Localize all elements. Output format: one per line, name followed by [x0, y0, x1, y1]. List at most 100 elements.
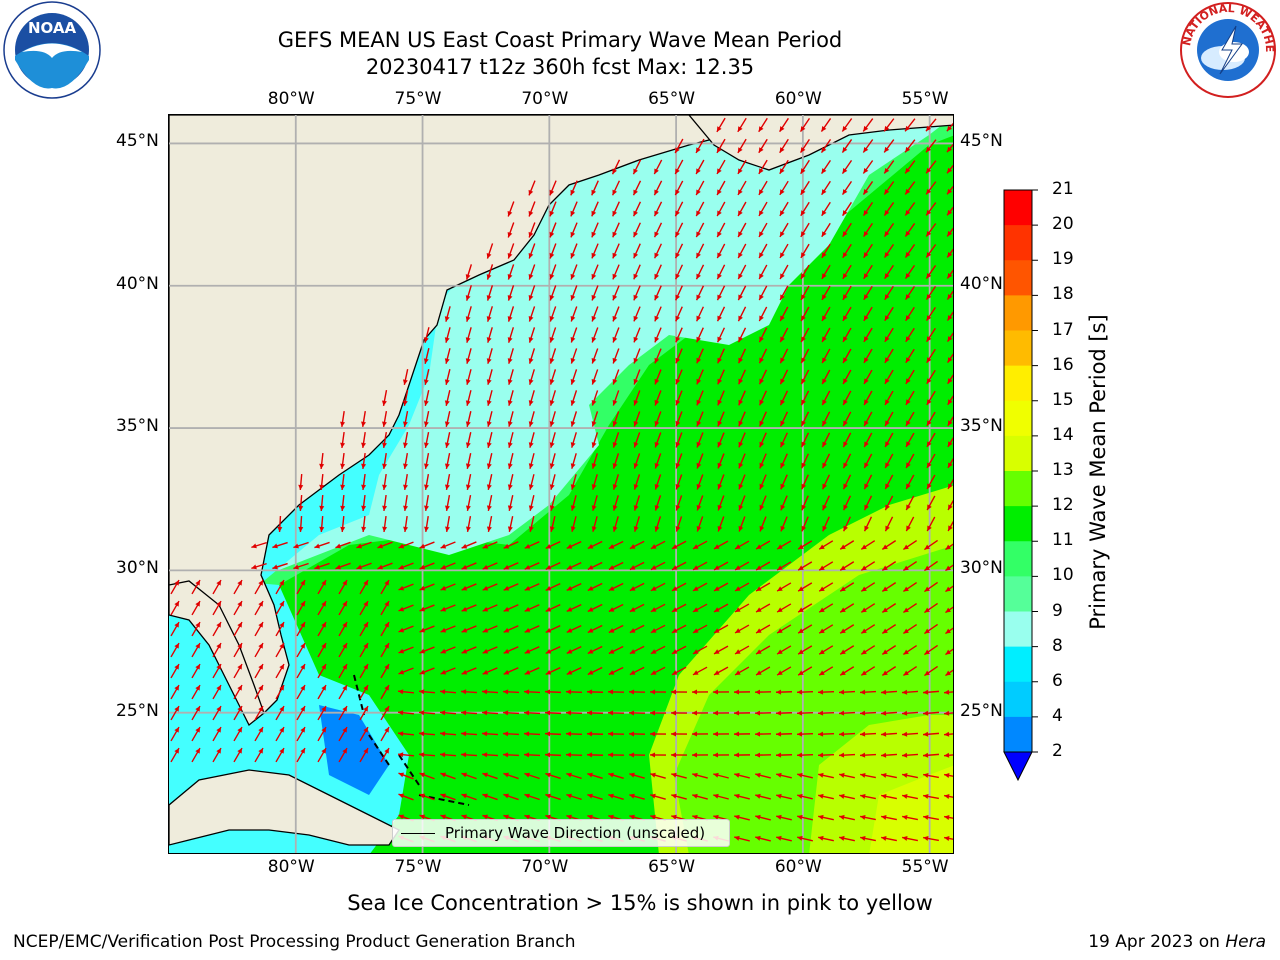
wave-arrow [860, 582, 876, 592]
wave-arrow [713, 793, 729, 800]
wave-arrow [628, 731, 646, 737]
wave-arrow [591, 201, 599, 217]
wave-arrow [818, 624, 834, 634]
wave-arrow [946, 332, 953, 343]
wave-arrow [776, 645, 792, 655]
wave-arrow [943, 752, 953, 758]
wave-arrow [780, 474, 788, 490]
wave-arrow [821, 306, 831, 322]
wave-arrow [587, 561, 603, 571]
wave-arrow [272, 562, 288, 570]
wave-arrow [502, 731, 520, 737]
wave-arrow [922, 710, 940, 716]
wave-arrow [275, 726, 285, 742]
wave-arrow [507, 348, 514, 364]
wave-arrow [419, 793, 435, 801]
wave-arrow [863, 411, 873, 427]
wave-arrow [482, 625, 498, 633]
wave-arrow [380, 747, 390, 763]
wave-arrow [465, 432, 472, 448]
wave-direction-arrows [170, 117, 953, 843]
wave-arrow [607, 689, 625, 695]
wave-arrow [486, 264, 494, 280]
colorbar-tick-label: 21 [1052, 179, 1074, 199]
wave-arrow [377, 541, 393, 549]
wave-arrow [444, 432, 451, 448]
wave-arrow [170, 705, 180, 721]
wave-arrow [524, 793, 540, 801]
wave-arrow [654, 453, 662, 469]
wave-arrow [317, 600, 327, 616]
map-svg [169, 115, 953, 853]
map-panel[interactable] [168, 114, 954, 854]
wave-arrow [841, 118, 853, 132]
wave-arrow [712, 710, 730, 716]
wave-arrow [524, 562, 540, 570]
wave-arrow [528, 369, 535, 385]
wave-arrow [465, 369, 472, 385]
legend-line-swatch [401, 832, 435, 834]
colorbar-tick-label: 14 [1052, 424, 1074, 445]
wave-arrow [691, 710, 709, 716]
wave-arrow [671, 582, 687, 592]
wave-arrow [481, 689, 499, 695]
wave-arrow [591, 264, 599, 280]
wave-arrow [943, 731, 953, 737]
wave-arrow [838, 710, 856, 716]
wave-arrow [674, 180, 684, 196]
colorbar-tick-label: 9 [1052, 600, 1063, 621]
wave-arrow [632, 201, 642, 217]
colorbar-tick-label: 6 [1052, 670, 1063, 691]
wave-arrow [544, 731, 562, 737]
wave-arrow [776, 561, 792, 571]
wave-arrow [923, 835, 939, 842]
wave-arrow [675, 306, 683, 322]
wave-arrow [820, 118, 832, 132]
wave-arrow [502, 710, 520, 716]
wave-arrow [586, 752, 604, 758]
wave-arrow [842, 306, 852, 322]
wave-arrow [883, 139, 895, 153]
wave-arrow [444, 390, 451, 406]
wave-arrow [465, 495, 472, 511]
wave-arrow [608, 666, 624, 676]
wave-arrow [925, 160, 937, 174]
wave-arrow [734, 793, 750, 800]
wave-arrow [465, 306, 472, 322]
wave-arrow [905, 453, 915, 469]
wave-arrow [800, 390, 810, 406]
wave-arrow [507, 411, 514, 427]
wave-arrow [776, 835, 792, 842]
wave-arrow [423, 369, 430, 385]
wave-arrow [653, 243, 663, 259]
wave-arrow [902, 644, 918, 656]
wave-arrow [608, 772, 624, 779]
wave-arrow [801, 495, 809, 511]
wave-arrow [821, 180, 831, 196]
wave-arrow [863, 285, 873, 301]
wave-arrow [945, 585, 953, 593]
wave-arrow [671, 624, 687, 634]
wave-arrow [881, 793, 897, 800]
wave-arrow [776, 624, 792, 634]
wave-arrow [884, 348, 894, 364]
wave-arrow [570, 201, 578, 217]
wave-arrow [904, 160, 916, 174]
wave-arrow [779, 243, 789, 259]
wave-arrow [591, 180, 599, 196]
bahamas-islands [353, 674, 470, 806]
legend-label: Primary Wave Direction (unscaled) [445, 824, 706, 842]
wave-arrow [528, 495, 535, 511]
wave-arrow [233, 600, 243, 616]
wave-arrow [839, 561, 855, 571]
wave-arrow [862, 222, 874, 238]
noaa-logo-icon: NOAA [0, 0, 104, 100]
wave-arrow [293, 541, 309, 549]
wave-arrow [612, 348, 620, 364]
wave-arrow [191, 705, 201, 721]
wave-arrow [670, 710, 688, 716]
wave-arrow [675, 516, 683, 532]
wave-arrow [925, 306, 937, 322]
wave-arrow [565, 731, 583, 737]
wave-arrow [191, 684, 201, 700]
